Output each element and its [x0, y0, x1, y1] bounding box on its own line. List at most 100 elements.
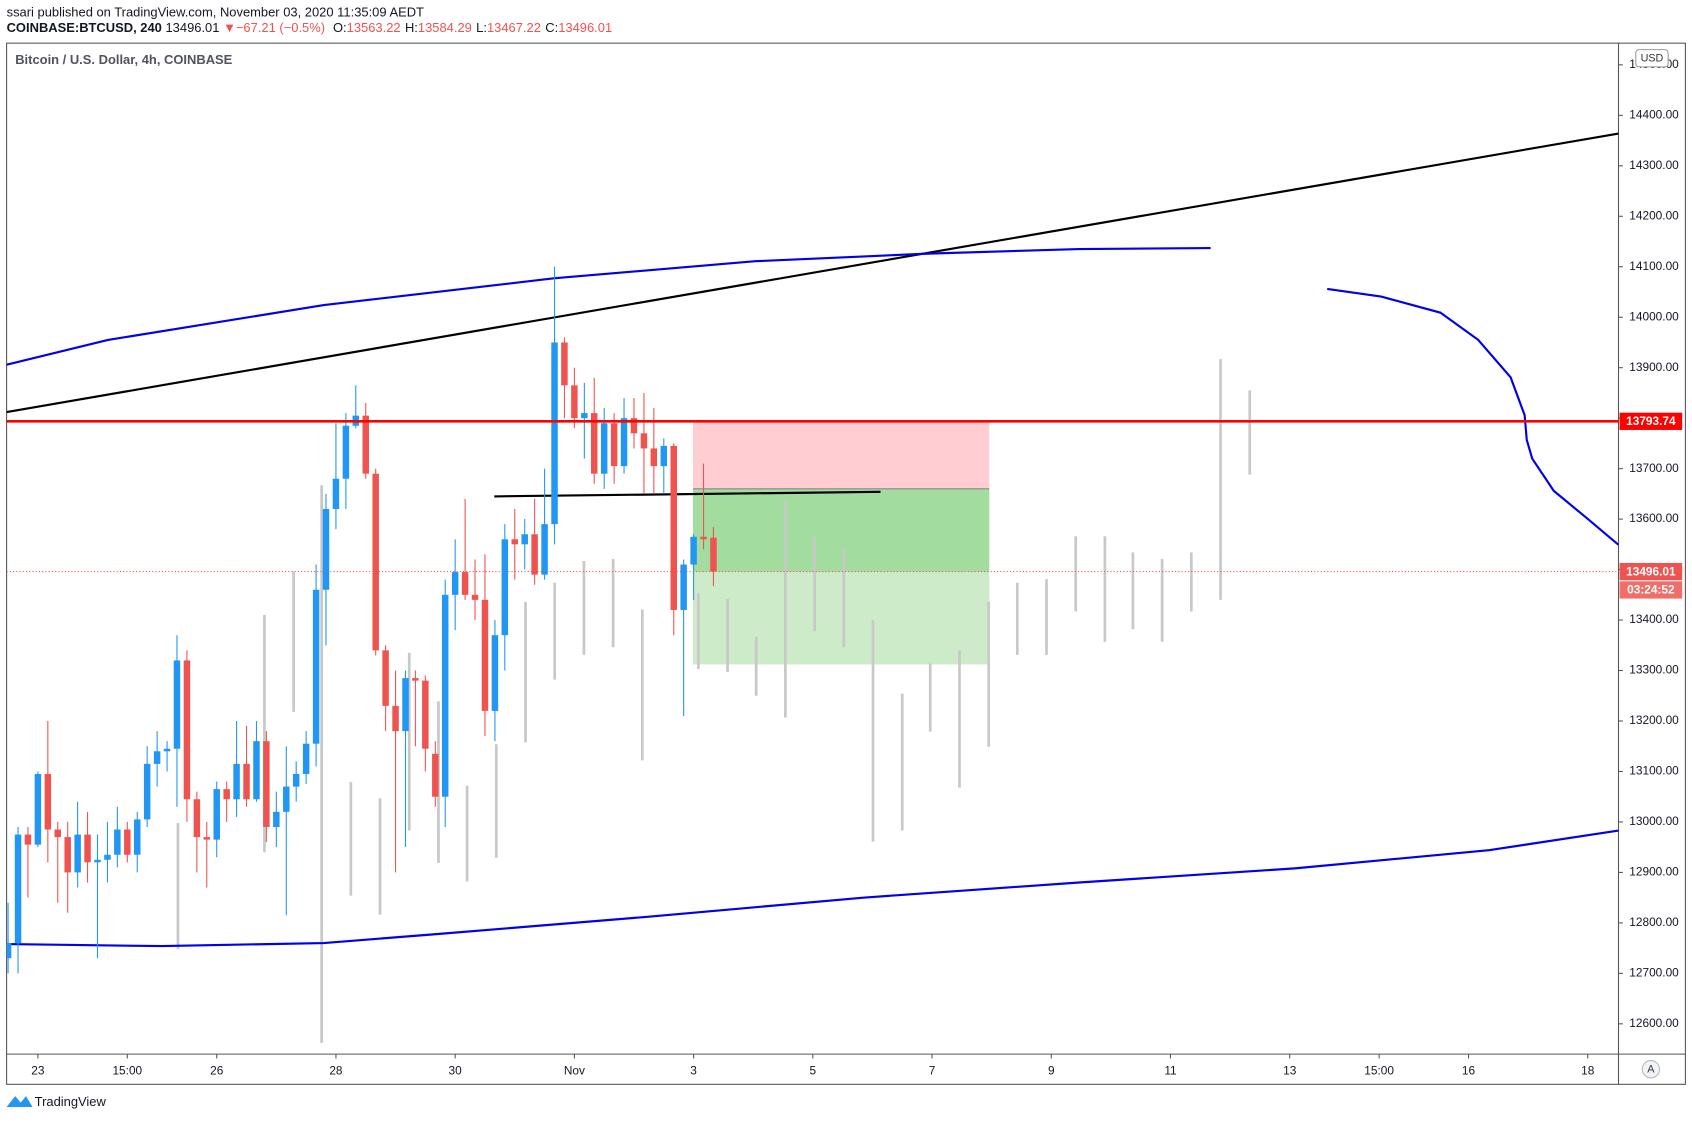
candle-body — [163, 748, 171, 752]
candle-body — [213, 789, 220, 840]
candle-body — [392, 705, 399, 732]
candle-body — [422, 680, 429, 749]
y-tick-label: 13300.00 — [1629, 663, 1679, 677]
x-tick-label: 18 — [1581, 1064, 1595, 1078]
candle-body — [501, 539, 509, 636]
y-tick-label: 14400.00 — [1629, 107, 1679, 121]
candle-body — [372, 473, 379, 651]
x-tick-label: 26 — [210, 1064, 224, 1078]
candle-body — [203, 837, 211, 840]
candle-body — [24, 834, 32, 845]
countdown-label: 03:24:52 — [1627, 583, 1675, 597]
candle-body — [521, 534, 528, 545]
level-label-box — [1619, 412, 1683, 430]
candle-body — [253, 741, 260, 800]
candle-body — [243, 763, 250, 800]
drawn-line — [6, 132, 1619, 414]
candle-body — [382, 650, 389, 706]
ohlc-key: L: — [476, 21, 487, 36]
y-tick-label: 13100.00 — [1629, 764, 1679, 778]
y-tick-label: 13400.00 — [1629, 612, 1679, 626]
x-tick-label: 11 — [1164, 1064, 1177, 1078]
logo[interactable]: TradingView — [6, 1094, 107, 1109]
candle-body — [561, 342, 568, 386]
candle-body — [511, 539, 519, 545]
candle-body — [471, 594, 479, 600]
ohlc-value: 13467.22 — [487, 21, 541, 36]
y-tick-label: 12800.00 — [1629, 915, 1679, 929]
candle-body — [173, 660, 181, 749]
symbol: COINBASE:BTCUSD, 240 — [7, 21, 162, 36]
ohlc-key: H: — [405, 21, 418, 36]
candle-body — [283, 786, 290, 812]
candle-body — [153, 751, 161, 764]
drawn-line — [494, 490, 881, 498]
ohlc-value: 13496.01 — [558, 21, 612, 36]
candle-body — [640, 433, 648, 449]
candle-body — [600, 423, 608, 474]
candle-body — [620, 418, 628, 467]
candle-body — [14, 834, 22, 944]
candle-body — [670, 445, 677, 610]
candle-body — [581, 413, 588, 419]
currency-badge[interactable]: USD — [1635, 49, 1669, 68]
countdown-box — [1619, 581, 1683, 599]
candle-body — [263, 741, 270, 827]
candle-body — [143, 763, 151, 820]
candle-body — [451, 572, 459, 595]
drawn-line — [6, 246, 1211, 366]
candle-body — [134, 819, 141, 855]
ohlc-key: O: — [333, 21, 347, 36]
candle-body — [590, 413, 598, 474]
y-tick-label: 14300.00 — [1629, 158, 1679, 172]
y-tick-label: 14000.00 — [1629, 309, 1679, 323]
y-tick-label: 14100.00 — [1629, 259, 1679, 273]
y-tick-label: 13900.00 — [1629, 360, 1679, 374]
candle-body — [461, 572, 469, 595]
plot-area — [6, 132, 1619, 1044]
candle-body — [432, 753, 439, 797]
candle-body — [690, 536, 697, 565]
logo-text[interactable]: TradingView — [35, 1094, 107, 1109]
candle-body — [292, 773, 300, 787]
candle-body — [441, 594, 449, 797]
price-axis: 12600.00 12700.00 12800.00 12900.00 13000.00… — [1618, 57, 1683, 1030]
x-tick-label: 15:00 — [1364, 1064, 1394, 1078]
candle-body — [302, 743, 310, 774]
x-tick-label: 3 — [690, 1064, 697, 1078]
x-tick-label: 9 — [1048, 1064, 1055, 1078]
candle-body — [650, 448, 658, 467]
x-tick-label: 16 — [1462, 1064, 1476, 1078]
x-tick-label: 30 — [449, 1064, 463, 1078]
ohlc-value: 13584.29 — [418, 21, 472, 36]
currency-badge-box[interactable] — [1635, 49, 1669, 68]
y-tick-label: 12700.00 — [1629, 965, 1679, 979]
candle-body — [491, 635, 499, 711]
level-label: 13793.74 — [1626, 414, 1676, 428]
autoscale-button[interactable]: A — [1641, 1060, 1661, 1079]
currency-label[interactable]: USD — [1641, 53, 1664, 65]
y-tick-label: 14200.00 — [1629, 208, 1679, 222]
change: −67.21 (−0.5%) — [236, 21, 325, 36]
x-tick-label: 13 — [1283, 1064, 1297, 1078]
autoscale-label[interactable]: A — [1647, 1064, 1655, 1076]
autoscale-circle[interactable] — [1641, 1060, 1661, 1079]
candle-body — [124, 829, 131, 855]
x-tick-label: 15:00 — [112, 1064, 142, 1078]
published-line: ssari published on TradingView.com, Nove… — [7, 4, 424, 19]
x-tick-label: 28 — [329, 1064, 343, 1078]
candle-body — [541, 524, 548, 575]
y-tick-label: 13700.00 — [1629, 461, 1679, 475]
candle-body — [551, 342, 558, 525]
candle-body — [332, 478, 340, 510]
candle-body — [481, 599, 489, 711]
candle-body — [531, 534, 538, 575]
candle-body — [54, 829, 61, 838]
ohlc-key: C: — [545, 21, 558, 36]
logo-icon[interactable] — [6, 1096, 33, 1107]
candle-body — [233, 763, 240, 800]
candle-body — [322, 509, 330, 590]
open-profit-zone — [693, 488, 990, 572]
candle-body — [74, 834, 81, 873]
